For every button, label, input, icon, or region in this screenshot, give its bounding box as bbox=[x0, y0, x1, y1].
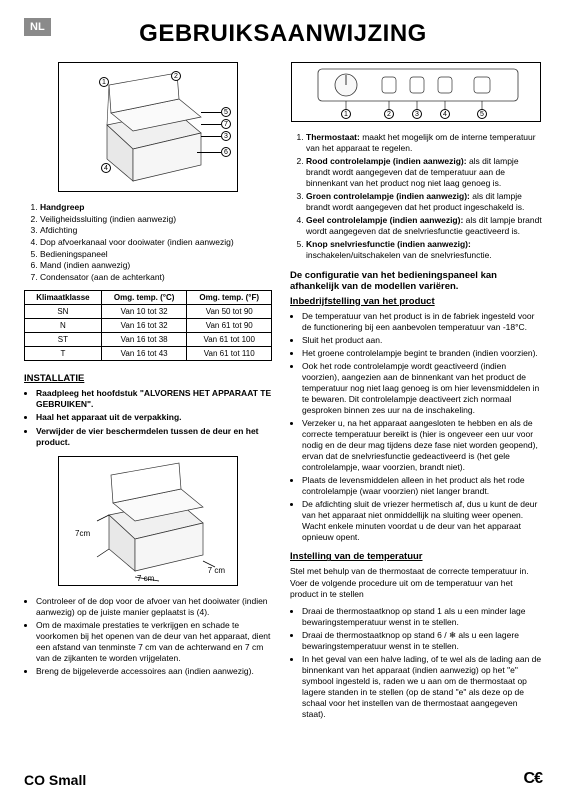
figure-control-panel: 1 2 3 4 5 bbox=[291, 62, 541, 122]
part-item: Afdichting bbox=[40, 225, 272, 236]
commissioning-item: Sluit het product aan. bbox=[302, 335, 542, 346]
figure-appliance: 1 2 5 7 3 6 4 bbox=[58, 62, 238, 192]
panel-item: Geel controlelampje (indien aanwezig): a… bbox=[306, 215, 542, 237]
panel-callout-4: 4 bbox=[440, 109, 450, 119]
panel-callout-5: 5 bbox=[477, 109, 487, 119]
climate-header: Omg. temp. (°F) bbox=[187, 291, 272, 305]
panel-callout-2: 2 bbox=[384, 109, 394, 119]
tempset-intro: Stel met behulp van de thermostaat de co… bbox=[290, 566, 542, 599]
climate-cell: SN bbox=[25, 305, 102, 319]
tempset-item: Draai de thermostaatknop op stand 6 / ❄ … bbox=[302, 630, 542, 652]
panel-note: De configuratie van het bedieningspaneel… bbox=[290, 270, 542, 292]
climate-row: NVan 16 tot 32Van 61 tot 90 bbox=[25, 319, 272, 333]
callout-7: 7 bbox=[221, 119, 231, 129]
climate-cell: Van 50 tot 90 bbox=[187, 305, 272, 319]
panel-item: Groen controlelampje (indien aanwezig): … bbox=[306, 191, 542, 213]
install-after-item: Om de maximale prestaties te verkrijgen … bbox=[36, 620, 272, 664]
commissioning-item: Verzeker u, na het apparaat aangesloten … bbox=[302, 418, 542, 473]
climate-row: SNVan 10 tot 32Van 50 tot 90 bbox=[25, 305, 272, 319]
tempset-heading: Instelling van de temperatuur bbox=[290, 551, 542, 562]
commissioning-item: Plaats de levensmiddelen alleen in het p… bbox=[302, 475, 542, 497]
commissioning-item: Ook het rode controlelampje wordt geacti… bbox=[302, 361, 542, 416]
part-item: Veiligheidssluiting (indien aanwezig) bbox=[40, 214, 272, 225]
climate-cell: T bbox=[25, 347, 102, 361]
install-list: Raadpleeg het hoofdstuk "ALVORENS HET AP… bbox=[24, 388, 272, 447]
commissioning-list: De temperatuur van het product is in de … bbox=[290, 311, 542, 544]
footer: CO Small C€ bbox=[24, 770, 542, 788]
climate-cell: Van 61 tot 100 bbox=[187, 333, 272, 347]
panel-callout-1: 1 bbox=[341, 109, 351, 119]
panel-callout-3: 3 bbox=[412, 109, 422, 119]
part-item: Handgreep bbox=[40, 202, 272, 213]
install-after-item: Controleer of de dop voor de afvoer van … bbox=[36, 596, 272, 618]
commissioning-item: De temperatuur van het product is in de … bbox=[302, 311, 542, 333]
commissioning-item: De afdichting sluit de vriezer hermetisc… bbox=[302, 499, 542, 543]
commissioning-item: Het groene controlelampje begint te bran… bbox=[302, 348, 542, 359]
dim-side1: 7 cm bbox=[137, 574, 154, 583]
climate-cell: Van 10 tot 32 bbox=[101, 305, 187, 319]
callout-5: 5 bbox=[221, 107, 231, 117]
tempset-item: Draai de thermostaatknop op stand 1 als … bbox=[302, 606, 542, 628]
panel-legend: Thermostaat: maakt het mogelijk om de in… bbox=[290, 132, 542, 262]
callout-4: 4 bbox=[101, 163, 111, 173]
climate-cell: N bbox=[25, 319, 102, 333]
install-after-list: Controleer of de dop voor de afvoer van … bbox=[24, 596, 272, 677]
install-item: Raadpleeg het hoofdstuk "ALVORENS HET AP… bbox=[36, 388, 272, 410]
figure-clearance: 7cm 7 cm 7 cm bbox=[58, 456, 238, 586]
part-item: Condensator (aan de achterkant) bbox=[40, 272, 272, 283]
install-after-item: Breng de bijgeleverde accessoires aan (i… bbox=[36, 666, 272, 677]
install-item: Haal het apparaat uit de verpakking. bbox=[36, 412, 272, 423]
panel-item: Knop snelvriesfunctie (indien aanwezig):… bbox=[306, 239, 542, 261]
climate-table: Klimaatklasse Omg. temp. (°C) Omg. temp.… bbox=[24, 290, 272, 361]
callout-1: 1 bbox=[99, 77, 109, 87]
climate-cell: Van 61 tot 110 bbox=[187, 347, 272, 361]
climate-header: Klimaatklasse bbox=[25, 291, 102, 305]
climate-row: TVan 16 tot 43Van 61 tot 110 bbox=[25, 347, 272, 361]
dim-side2: 7 cm bbox=[208, 566, 225, 575]
install-item: Verwijder de vier beschermdelen tussen d… bbox=[36, 426, 272, 448]
language-badge: NL bbox=[24, 18, 51, 36]
ce-mark-icon: C€ bbox=[524, 770, 542, 788]
callout-6: 6 bbox=[221, 147, 231, 157]
dim-back: 7cm bbox=[75, 529, 90, 538]
content-columns: 1 2 5 7 3 6 4 Handgreep Veiligheidssluit… bbox=[24, 62, 542, 728]
climate-cell: Van 16 tot 32 bbox=[101, 319, 187, 333]
commissioning-heading: Inbedrijfstelling van het product bbox=[290, 296, 542, 307]
part-item: Mand (indien aanwezig) bbox=[40, 260, 272, 271]
panel-item: Rood controlelampje (indien aanwezig): a… bbox=[306, 156, 542, 189]
climate-cell: Van 61 tot 90 bbox=[187, 319, 272, 333]
page-title: GEBRUIKSAANWIJZING bbox=[24, 20, 542, 48]
parts-list: Handgreep Veiligheidssluiting (indien aa… bbox=[24, 202, 272, 282]
callout-2: 2 bbox=[171, 71, 181, 81]
climate-cell: ST bbox=[25, 333, 102, 347]
tempset-item: In het geval van een halve lading, of te… bbox=[302, 654, 542, 720]
model-code: CO Small bbox=[24, 772, 86, 788]
panel-item: Thermostaat: maakt het mogelijk om de in… bbox=[306, 132, 542, 154]
callout-3: 3 bbox=[221, 131, 231, 141]
part-item: Dop afvoerkanaal voor dooiwater (indien … bbox=[40, 237, 272, 248]
climate-cell: Van 16 tot 38 bbox=[101, 333, 187, 347]
climate-cell: Van 16 tot 43 bbox=[101, 347, 187, 361]
left-column: 1 2 5 7 3 6 4 Handgreep Veiligheidssluit… bbox=[24, 62, 272, 728]
climate-header: Omg. temp. (°C) bbox=[101, 291, 187, 305]
part-item: Bedieningspaneel bbox=[40, 249, 272, 260]
right-column: 1 2 3 4 5 Thermostaat: maakt het mogelij… bbox=[290, 62, 542, 728]
install-heading: INSTALLATIE bbox=[24, 373, 272, 384]
tempset-list: Draai de thermostaatknop op stand 1 als … bbox=[290, 606, 542, 720]
climate-row: STVan 16 tot 38Van 61 tot 100 bbox=[25, 333, 272, 347]
